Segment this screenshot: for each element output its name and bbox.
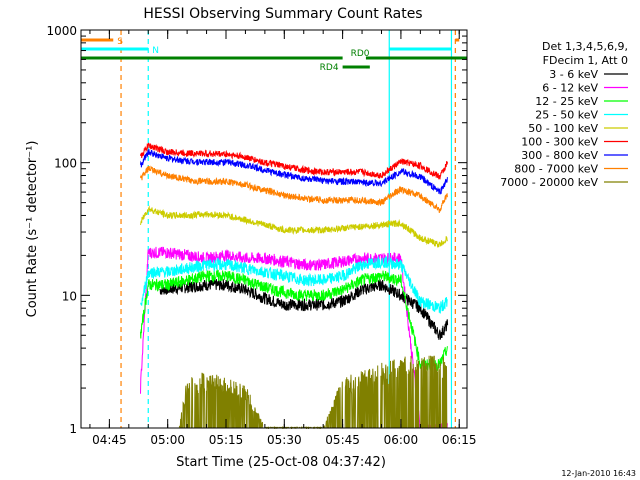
series-line-9 <box>178 355 448 430</box>
series-line-6 <box>140 142 448 180</box>
flag-label-rd4: RD4 <box>320 63 339 73</box>
x-tick-label: 04:45 <box>92 433 127 447</box>
legend-entry-label: 50 - 100 keV <box>528 122 598 135</box>
y-tick-label: 1000 <box>46 24 77 38</box>
vertical-markers <box>120 30 456 428</box>
y-tick-label: 1 <box>69 422 77 436</box>
y-axis-label: Count Rate (s⁻¹ detector⁻¹) <box>25 141 40 318</box>
footer-date: 12-Jan-2010 16:43 <box>561 469 636 478</box>
x-tick-label: 06:00 <box>384 433 419 447</box>
flag-label-rd0: RD0 <box>351 49 370 59</box>
legend-header: Det 1,3,4,5,6,9, <box>542 40 628 53</box>
legend-entry-label: 25 - 50 keV <box>535 109 598 122</box>
series-line-4 <box>140 256 448 314</box>
y-axis-ticks: 1 10 100 1000 <box>46 24 467 436</box>
series-line-1 <box>159 278 449 340</box>
legend-entry-label: 3 - 6 keV <box>549 68 598 81</box>
series-group <box>140 142 449 430</box>
legend: Det 1,3,4,5,6,9,FDecim 1, Att 03 - 6 keV… <box>500 40 628 189</box>
legend-entry-label: 6 - 12 keV <box>542 82 598 95</box>
chart-title: HESSI Observing Summary Count Rates <box>143 6 422 22</box>
series-line-8 <box>140 165 448 213</box>
legend-entry-label: 100 - 300 keV <box>521 136 598 149</box>
plot-frame <box>80 29 468 429</box>
legend-entry-label: 800 - 7000 keV <box>514 163 598 176</box>
x-axis-label: Start Time (25-Oct-08 04:37:42) <box>176 455 386 470</box>
y-tick-label: 100 <box>54 157 77 171</box>
legend-entry-label: 7000 - 20000 keV <box>500 176 598 189</box>
series-line-3 <box>140 269 448 372</box>
flag-bars: S N RD0 RD4 <box>81 37 467 73</box>
x-axis-ticks: 04:45 05:00 05:15 05:30 05:45 06:00 06:15 <box>89 30 477 447</box>
legend-header: FDecim 1, Att 0 <box>543 54 628 67</box>
x-tick-label: 05:45 <box>325 433 360 447</box>
y-tick-label: 10 <box>62 289 77 303</box>
legend-entry-label: 300 - 800 keV <box>521 149 598 162</box>
series-line-7 <box>140 148 448 195</box>
legend-entry-label: 12 - 25 keV <box>535 95 598 108</box>
flag-label-n: N <box>152 46 159 56</box>
x-tick-label: 05:00 <box>150 433 185 447</box>
flag-label-s: S <box>117 37 123 47</box>
x-tick-label: 05:15 <box>209 433 244 447</box>
x-tick-label: 05:30 <box>267 433 302 447</box>
x-tick-label: 06:15 <box>442 433 477 447</box>
series-line-5 <box>140 205 448 248</box>
